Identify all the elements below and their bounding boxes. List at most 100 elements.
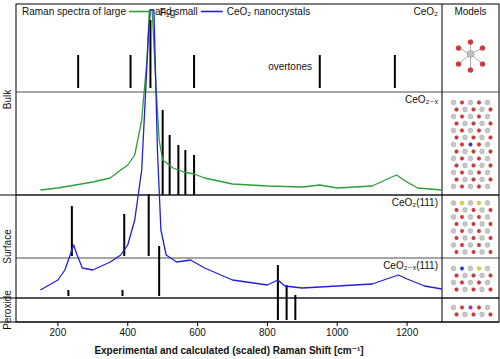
stick	[77, 55, 79, 88]
model-atom	[463, 107, 468, 112]
group-separator	[0, 297, 499, 298]
model-atom	[455, 150, 459, 154]
models-divider	[442, 4, 443, 322]
model-atom	[451, 114, 456, 119]
model-atom	[460, 143, 464, 147]
model-atom	[468, 280, 473, 285]
panel-label: CeO₂₋ₓ(111)	[383, 260, 438, 271]
model-atom	[455, 250, 459, 254]
model-atom	[489, 178, 493, 182]
model-atom	[485, 128, 490, 133]
model-atom	[485, 142, 490, 147]
model-atom	[472, 122, 476, 126]
model-atom	[463, 177, 468, 182]
model-atom	[489, 150, 493, 154]
model-atom	[463, 135, 468, 140]
model-atom	[480, 177, 485, 182]
group-label: Surface	[2, 229, 13, 264]
model-atom	[463, 163, 468, 168]
model-atom	[460, 243, 464, 247]
x-tick-label: 200	[50, 327, 67, 338]
model-atom	[460, 281, 464, 285]
model-atom	[460, 129, 464, 133]
group-label: Bulk	[2, 89, 13, 109]
model-atom	[480, 273, 485, 278]
model-atom	[485, 266, 490, 271]
model-atom	[477, 243, 481, 247]
model-atom	[480, 287, 485, 292]
stick	[158, 246, 160, 296]
model-atom	[477, 115, 481, 119]
x-tick-label: 1200	[396, 327, 419, 338]
model-atom	[455, 313, 459, 317]
model-atom	[460, 229, 464, 233]
panel-label: CeO₂	[414, 6, 439, 17]
model-atom	[480, 236, 485, 241]
model-atom	[489, 108, 493, 112]
model-atom	[472, 288, 476, 292]
model-atom	[455, 122, 459, 126]
model-atom	[451, 201, 456, 206]
model-atom	[477, 215, 481, 219]
model-atom	[480, 61, 485, 66]
model-atom	[451, 305, 456, 310]
model-atom	[472, 164, 476, 168]
x-tick	[127, 322, 128, 326]
x-tick-label: 800	[259, 327, 276, 338]
model-atom	[477, 267, 481, 271]
model-atom	[455, 136, 459, 140]
model-atom	[451, 170, 456, 175]
model-atom	[460, 171, 464, 175]
model-atom	[460, 115, 464, 119]
spectrum	[40, 10, 442, 290]
model-atom	[480, 312, 485, 317]
model-atom	[460, 185, 464, 189]
stick	[277, 265, 279, 320]
model-atom	[489, 208, 493, 212]
model-atom	[472, 178, 476, 182]
x-tick	[267, 322, 268, 326]
stick	[130, 55, 132, 88]
model-atom	[455, 164, 459, 168]
x-tick	[337, 322, 338, 326]
model-atom	[460, 306, 464, 310]
legend-label: Raman spectra of large	[22, 6, 126, 17]
model-atom	[463, 312, 468, 317]
model-atom	[451, 142, 456, 147]
x-tick-label: 1000	[326, 327, 349, 338]
stick	[286, 285, 288, 320]
model-atom	[480, 163, 485, 168]
model-atom	[485, 170, 490, 175]
model-atom	[468, 266, 473, 271]
model-atom	[489, 136, 493, 140]
model-atom	[468, 100, 473, 105]
model-atom	[480, 208, 485, 213]
model-atom	[480, 250, 485, 255]
models	[451, 39, 492, 317]
model-atom	[472, 313, 476, 317]
model-atom	[463, 149, 468, 154]
model-atom	[480, 45, 485, 50]
model-atom	[489, 313, 493, 317]
model-atom	[460, 267, 464, 271]
model-atom	[463, 121, 468, 126]
model-atom	[469, 143, 473, 147]
model-atom	[489, 222, 493, 226]
model-atom	[485, 100, 490, 105]
model-atom	[485, 114, 490, 119]
model-atom	[451, 128, 456, 133]
x-tick	[197, 322, 198, 326]
model-atom	[485, 243, 490, 248]
x-tick	[57, 322, 58, 326]
model-atom	[477, 201, 481, 205]
x-tick	[407, 322, 408, 326]
model-atom	[451, 243, 456, 248]
model-atom	[477, 101, 481, 105]
model-atom	[489, 164, 493, 168]
model-atom	[468, 114, 473, 119]
model-atom	[455, 108, 459, 112]
model-atom	[489, 250, 493, 254]
model-atom	[472, 150, 476, 154]
model-atom	[455, 236, 459, 240]
model-atom	[460, 157, 464, 161]
